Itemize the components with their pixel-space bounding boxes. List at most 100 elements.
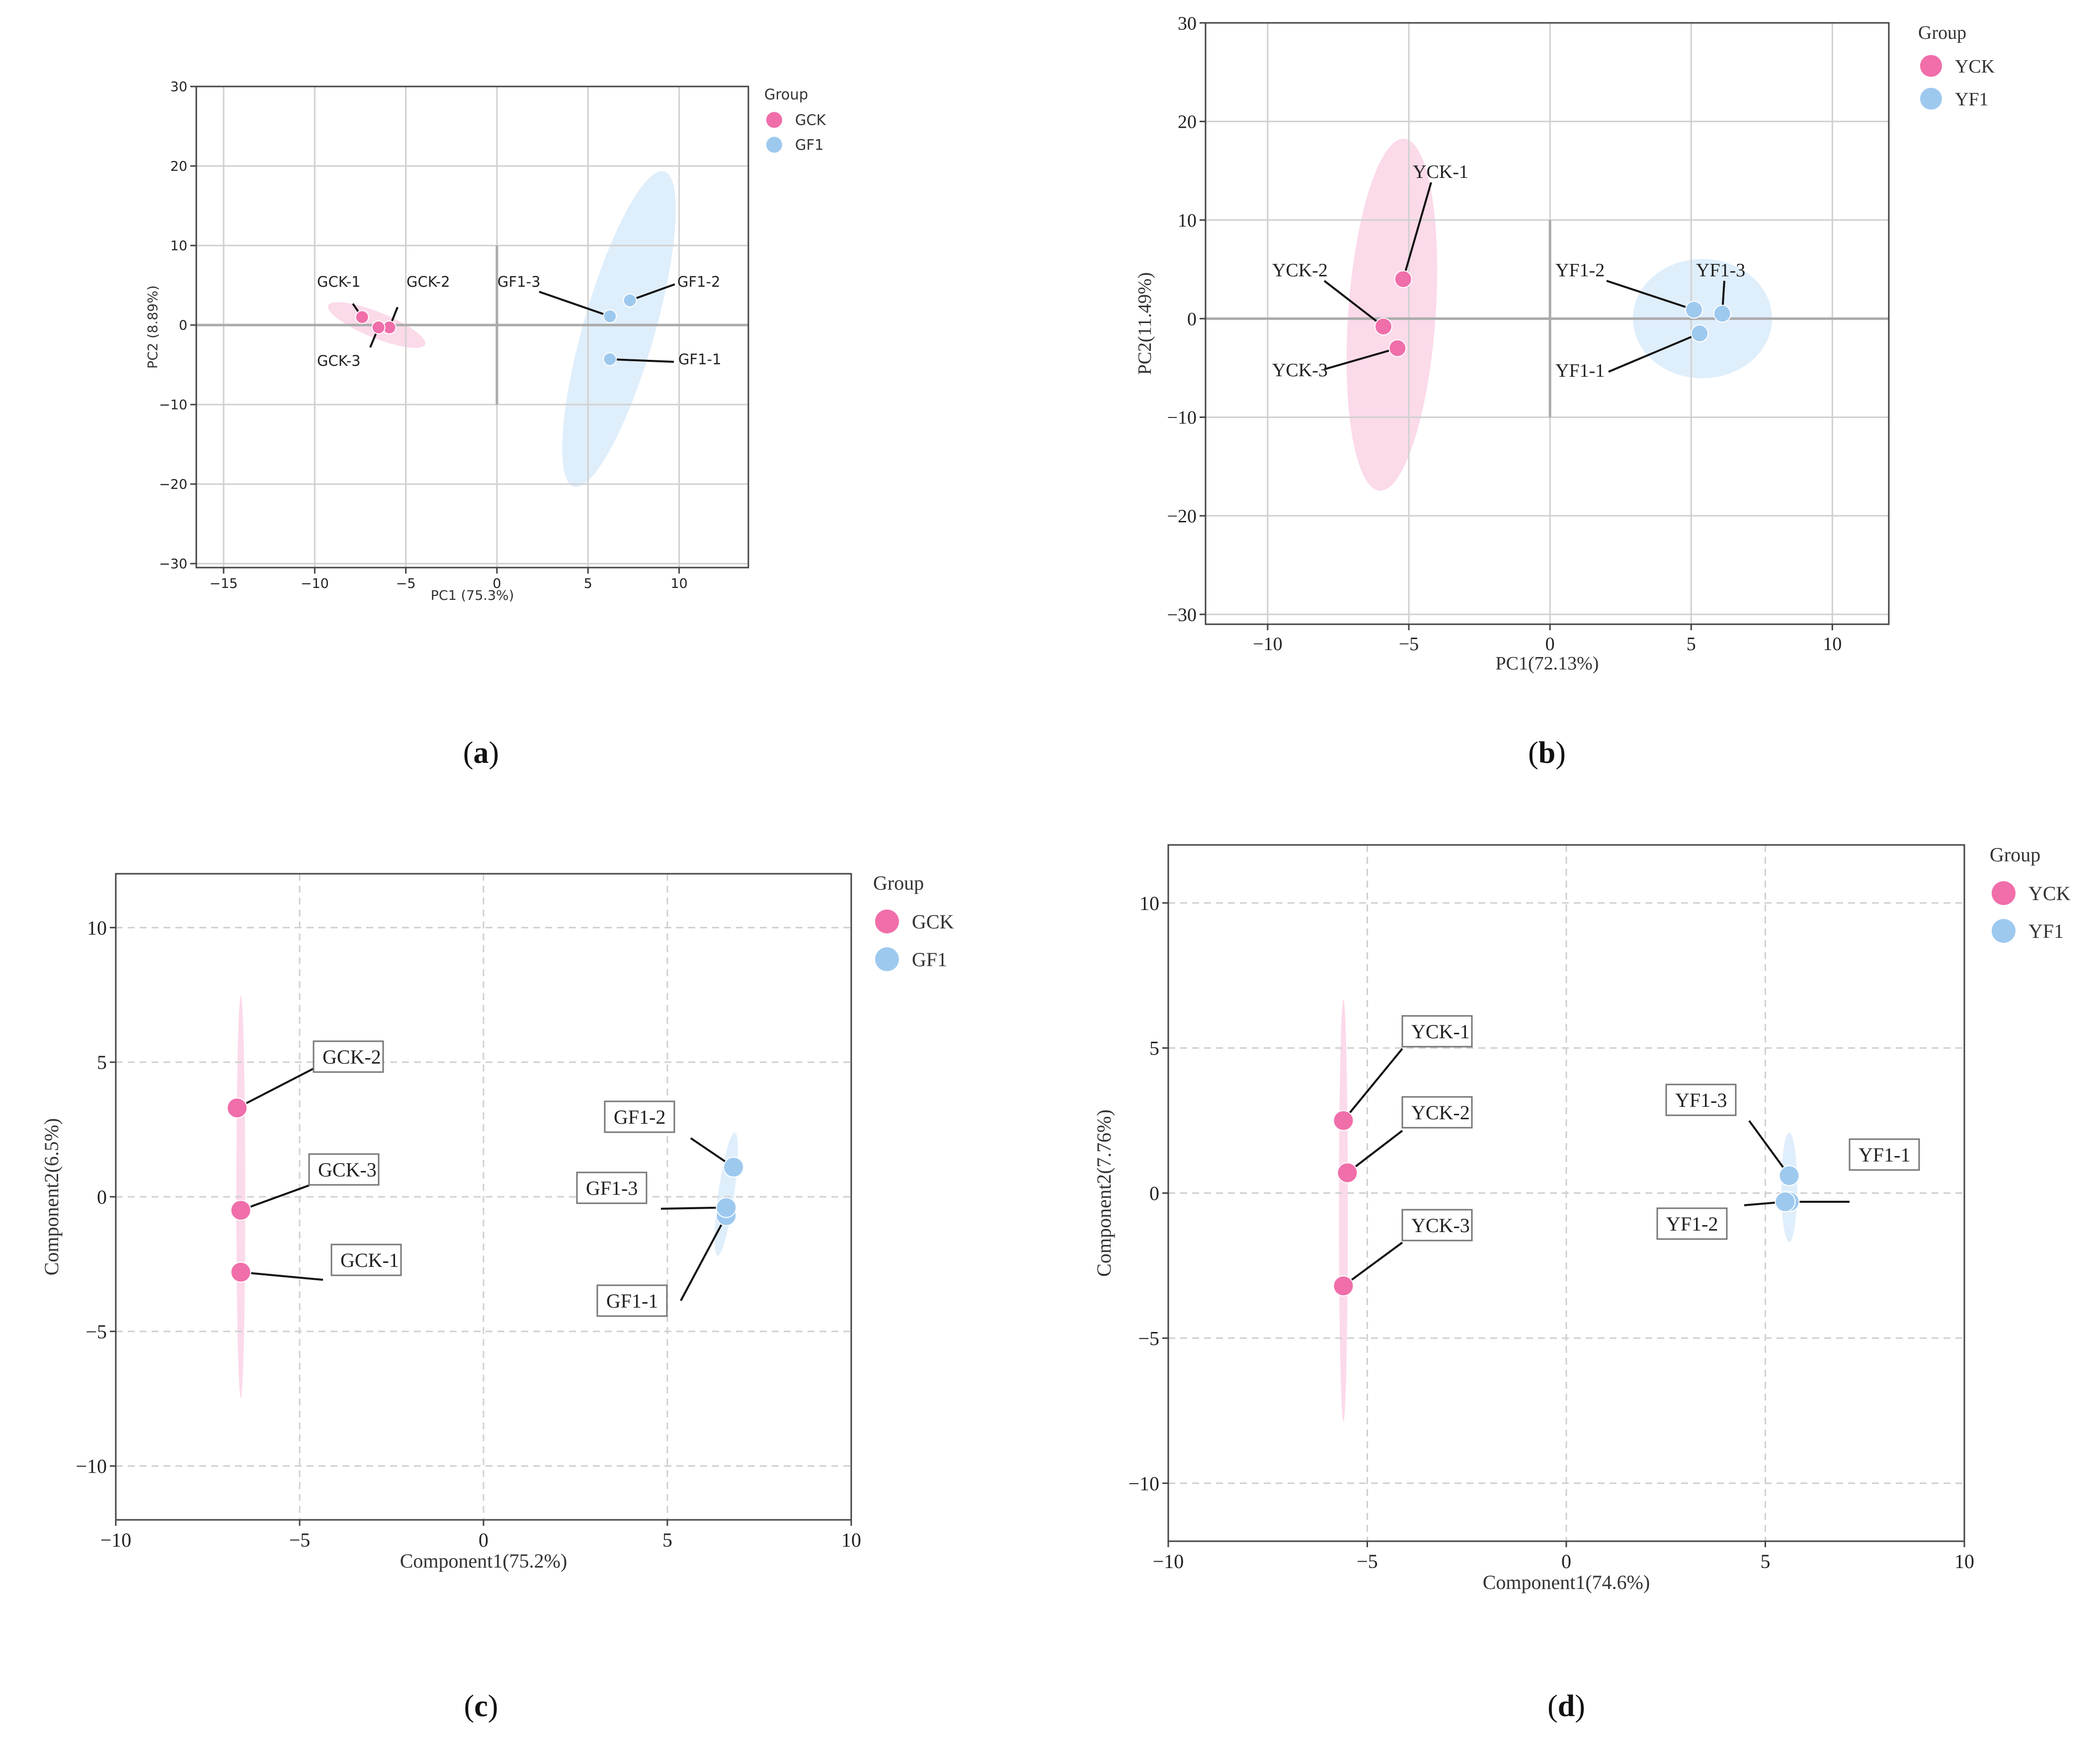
label-leader-line [610, 358, 674, 363]
label-leader-line [1347, 1130, 1403, 1174]
data-point-GF1-2 [723, 1157, 744, 1178]
label-box [308, 1153, 380, 1186]
y-tick-label: 10 [87, 916, 107, 939]
confidence-ellipse-YCK [1346, 138, 1438, 491]
chart-a: −15 −10 −5 0 5 10 −30 −20 −10 0 10 20 30 PC1 (75.3%) P… [146, 79, 826, 770]
label-leader-line [1606, 280, 1695, 311]
y-tick-label: −5 [1138, 1327, 1159, 1349]
point-label: GCK-2 [323, 1046, 381, 1068]
data-point-YCK-2 [1337, 1162, 1358, 1183]
label-box [604, 1100, 675, 1133]
data-point-GCK-1 [230, 1261, 251, 1283]
x-tick-label: 5 [1687, 634, 1696, 655]
plot-area-a [196, 86, 748, 568]
label-box [1401, 1209, 1473, 1242]
y-tick-label: −10 [76, 1455, 107, 1478]
data-point-YCK-1 [1333, 1110, 1354, 1131]
x-tick-label: 10 [1823, 634, 1842, 655]
point-label: YF1-3 [1696, 260, 1745, 281]
label-leader-line [680, 1215, 727, 1301]
x-axis-label: Component1(74.6%) [1483, 1571, 1650, 1593]
x-tick-label: −5 [396, 576, 416, 591]
point-label: GF1-2 [614, 1106, 665, 1128]
data-point-YF1-3 [1713, 305, 1731, 323]
legend-swatch-YF1 [1992, 919, 2016, 943]
point-label: GCK-3 [318, 1159, 377, 1181]
point-label: GCK-1 [317, 273, 361, 290]
legend-title: Group [1918, 22, 1966, 43]
y-tick-label: −20 [159, 477, 187, 492]
legend-swatch-YF1 [1920, 87, 1942, 110]
point-label: GCK-2 [406, 273, 450, 290]
label-leader-line [1402, 182, 1432, 280]
chart-c: −10 −5 0 5 10 −10 −5 0 5 10 Component1(75.2%) Compo… [40, 872, 954, 1723]
point-label: YCK-3 [1411, 1214, 1470, 1237]
legend-swatch-GCK [766, 112, 782, 128]
legend-swatch-YCK [1920, 55, 1942, 77]
data-point-GCK-1 [355, 310, 369, 324]
legend-entry: YF1 [1955, 89, 1989, 110]
x-tick-label: −5 [1357, 1550, 1378, 1573]
y-tick-label: −10 [1167, 408, 1197, 428]
x-tick-label: −10 [1253, 634, 1282, 655]
data-point-YF1-1 [1691, 324, 1709, 342]
y-axis-label: PC2 (8.89%) [146, 285, 161, 369]
x-tick-label: 0 [1545, 634, 1555, 655]
label-box [596, 1284, 668, 1317]
x-tick-label: −10 [301, 576, 329, 591]
point-label: GF1-3 [497, 273, 541, 290]
y-tick-label: 0 [97, 1186, 107, 1208]
label-leader-line [240, 1184, 310, 1211]
legend-swatch-YCK [1992, 881, 2016, 905]
confidence-ellipse-YF1 [1781, 1132, 1797, 1242]
point-label: YF1-1 [1858, 1144, 1910, 1166]
panel-label-c: (c) [464, 1689, 498, 1723]
chart-d: −10 −5 0 5 10 −10 −5 0 5 10 Component1(74.6%) Compo… [1093, 843, 2071, 1723]
point-label: YCK-1 [1411, 1020, 1470, 1043]
data-point-GCK-2 [227, 1097, 248, 1119]
data-point-GF1-3 [603, 309, 617, 324]
label-box [1656, 1207, 1728, 1240]
data-point-YF1-3 [1778, 1165, 1800, 1186]
data-point-GF1-1 [603, 352, 617, 366]
y-tick-label: 30 [1178, 13, 1197, 34]
data-point-GF1-3 [716, 1197, 737, 1218]
label-box [313, 1040, 384, 1073]
y-tick-label: −5 [85, 1321, 107, 1343]
legend-swatch-GCK [875, 910, 899, 933]
point-label: GF1-1 [678, 351, 722, 368]
x-tick-label: 5 [1761, 1550, 1771, 1573]
y-tick-label: −10 [1128, 1472, 1159, 1495]
label-leader-line [1748, 1120, 1790, 1176]
data-point-YF1-2 [1775, 1191, 1796, 1213]
data-point-YF1-2 [1685, 301, 1703, 319]
legend-entry: GF1 [795, 136, 824, 153]
y-tick-label: 5 [1149, 1037, 1159, 1060]
data-point-GCK-3 [230, 1200, 251, 1221]
point-label: GF1-1 [606, 1290, 658, 1312]
legend-entry: YCK [1955, 56, 1995, 77]
label-box [576, 1171, 647, 1204]
data-point-YCK-3 [1388, 339, 1407, 357]
confidence-ellipse-GF1 [562, 171, 676, 487]
data-point-GCK-3 [371, 320, 386, 334]
panel-label-d: (d) [1547, 1689, 1585, 1723]
y-tick-label: 10 [170, 238, 187, 253]
data-point-YCK-2 [1374, 317, 1392, 335]
y-tick-label: −30 [1167, 604, 1197, 625]
plot-frame-b [1205, 22, 1890, 625]
y-tick-label: −10 [159, 397, 187, 413]
y-tick-label: 10 [1139, 892, 1159, 914]
y-tick-label: 30 [170, 79, 187, 94]
legend-entry: GCK [912, 911, 954, 933]
point-label: GF1-3 [586, 1177, 638, 1199]
point-label: YCK-2 [1411, 1101, 1470, 1124]
y-axis-label: Component2(6.5%) [40, 1118, 63, 1276]
label-leader-line [1324, 347, 1398, 370]
data-point-GF1-2 [623, 293, 637, 308]
legend-swatch-GF1 [766, 137, 782, 153]
x-tick-label: 0 [492, 576, 501, 591]
label-leader-line [1343, 1242, 1403, 1287]
label-leader-line [241, 1271, 323, 1281]
